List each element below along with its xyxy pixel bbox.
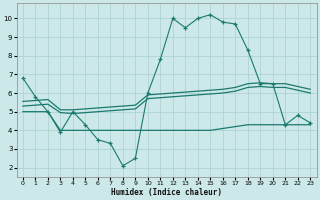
X-axis label: Humidex (Indice chaleur): Humidex (Indice chaleur) [111,188,222,197]
